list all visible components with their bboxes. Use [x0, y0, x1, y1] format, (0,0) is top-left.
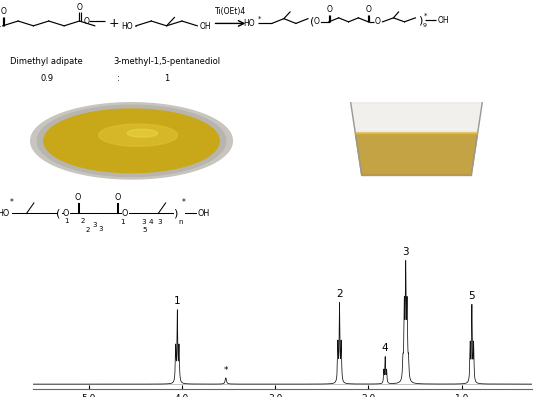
Text: OH: OH — [437, 16, 449, 25]
Text: O: O — [122, 209, 128, 218]
Polygon shape — [351, 103, 482, 175]
Text: *: * — [10, 198, 14, 208]
Text: *: * — [258, 15, 261, 22]
Text: 1: 1 — [164, 74, 169, 83]
Text: 2: 2 — [85, 227, 90, 233]
Polygon shape — [37, 105, 226, 177]
Text: 1: 1 — [120, 220, 125, 225]
Text: 9: 9 — [423, 23, 427, 27]
Text: Dimethyl adipate: Dimethyl adipate — [10, 57, 83, 66]
Text: OH: OH — [200, 22, 212, 31]
Text: O: O — [327, 5, 332, 14]
Text: O: O — [63, 209, 69, 218]
Text: 5: 5 — [469, 291, 475, 301]
Text: 1: 1 — [64, 218, 68, 224]
Text: 3: 3 — [93, 222, 97, 228]
Text: ): ) — [173, 208, 178, 218]
Text: O: O — [1, 7, 6, 16]
Text: O: O — [83, 17, 89, 26]
Text: Ti(OEt)4: Ti(OEt)4 — [215, 7, 246, 16]
Text: O: O — [77, 2, 83, 12]
Text: *: * — [424, 12, 427, 19]
Polygon shape — [44, 109, 219, 173]
Text: HO: HO — [0, 209, 10, 218]
Text: 0.9: 0.9 — [40, 74, 53, 83]
Text: 3-methyl-1,5-pentanediol: 3-methyl-1,5-pentanediol — [113, 57, 220, 66]
Text: 5: 5 — [142, 227, 147, 233]
Polygon shape — [356, 134, 477, 175]
Text: ): ) — [418, 15, 422, 25]
Text: O: O — [314, 17, 319, 26]
Polygon shape — [356, 132, 477, 134]
Text: n: n — [179, 219, 183, 225]
Text: 2: 2 — [80, 218, 84, 224]
Text: 4: 4 — [149, 220, 153, 225]
Text: 1: 1 — [174, 296, 181, 306]
Text: +: + — [109, 17, 119, 30]
Text: *: * — [224, 366, 228, 376]
Text: (: ( — [56, 208, 61, 218]
Text: 3: 3 — [99, 225, 104, 231]
Text: O: O — [366, 5, 372, 14]
Text: (: ( — [310, 17, 315, 27]
Text: O: O — [115, 193, 121, 202]
Text: O: O — [75, 193, 81, 202]
Polygon shape — [99, 124, 178, 146]
Text: 4: 4 — [382, 343, 389, 353]
Text: *: * — [182, 198, 186, 208]
Text: OH: OH — [198, 209, 210, 218]
Text: 3: 3 — [157, 220, 162, 225]
Text: 2: 2 — [336, 289, 343, 299]
Text: :: : — [117, 74, 120, 83]
Text: HO: HO — [121, 22, 133, 31]
Polygon shape — [127, 129, 158, 137]
Text: 3: 3 — [402, 247, 409, 257]
Text: 3: 3 — [141, 220, 146, 225]
Polygon shape — [31, 103, 232, 179]
Text: HO: HO — [244, 19, 255, 28]
Text: O: O — [375, 17, 381, 26]
